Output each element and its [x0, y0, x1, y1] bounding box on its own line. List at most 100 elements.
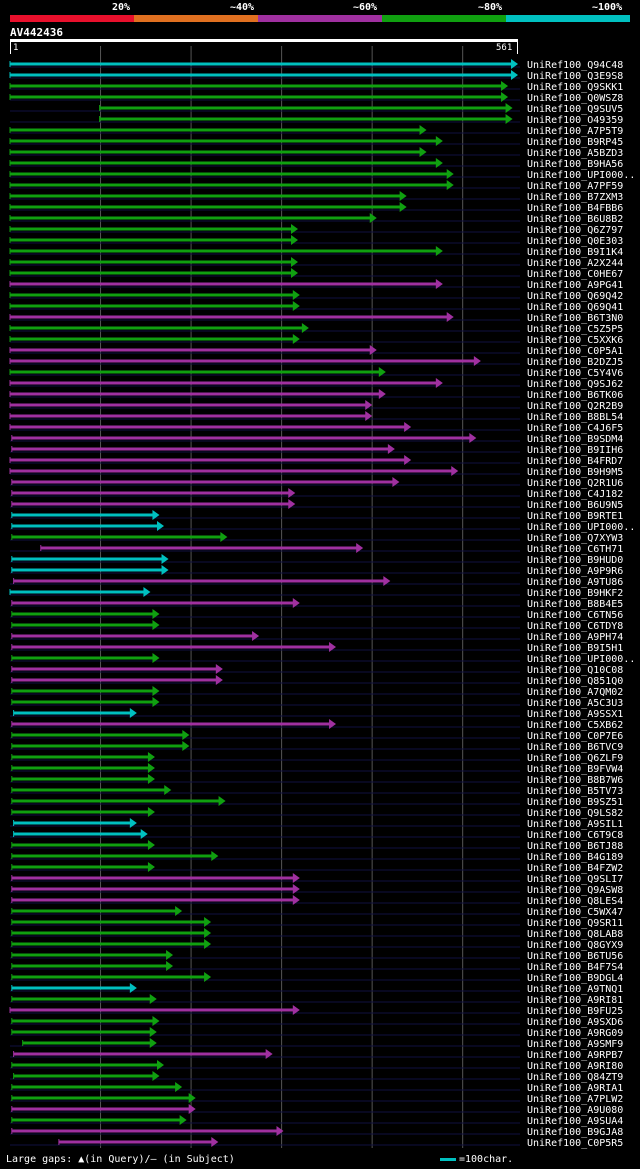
hit-row[interactable]: UniRef100_UPI000..: [10, 521, 635, 533]
hit-label[interactable]: UniRef100_B6T3N0: [527, 313, 623, 324]
hit-row[interactable]: UniRef100_B9HUD0: [10, 554, 623, 566]
hit-label[interactable]: UniRef100_B9DGL4: [527, 973, 623, 984]
hit-label[interactable]: UniRef100_B9GJA8: [527, 1127, 623, 1138]
hit-row[interactable]: UniRef100_A9RPB7: [10, 1049, 623, 1061]
hit-label[interactable]: UniRef100_B4FZW2: [527, 863, 623, 874]
hit-label[interactable]: UniRef100_B9RP45: [527, 137, 623, 148]
hit-label[interactable]: UniRef100_Q9SKK1: [527, 82, 623, 93]
hit-row[interactable]: UniRef100_A5BZD3: [9, 147, 623, 159]
hit-label[interactable]: UniRef100_Q9SLI7: [527, 874, 623, 885]
hit-label[interactable]: UniRef100_C6TH71: [527, 544, 623, 555]
hit-label[interactable]: UniRef100_Q8GYX9: [527, 940, 623, 951]
hit-row[interactable]: UniRef100_B9I1K4: [9, 246, 623, 258]
hit-row[interactable]: UniRef100_B6TJ88: [10, 840, 623, 852]
hit-label[interactable]: UniRef100_C0P5A1: [527, 346, 623, 357]
hit-label[interactable]: UniRef100_B6TK06: [527, 390, 623, 401]
hit-label[interactable]: UniRef100_Q0WSZ8: [527, 93, 623, 104]
hit-label[interactable]: UniRef100_Q6ZLF9: [527, 753, 623, 764]
hit-label[interactable]: UniRef100_Q84ZT9: [527, 1072, 623, 1083]
hit-row[interactable]: UniRef100_A9RG09: [10, 1027, 623, 1039]
hit-label[interactable]: UniRef100_A9PH74: [527, 632, 623, 643]
hit-label[interactable]: UniRef100_B9FU25: [527, 1006, 623, 1017]
hit-row[interactable]: UniRef100_A9PG41: [9, 279, 623, 291]
hit-row[interactable]: UniRef100_C6TDY8: [10, 620, 623, 632]
hit-label[interactable]: UniRef100_A9SXD6: [527, 1017, 623, 1028]
hit-label[interactable]: UniRef100_B9SZ51: [527, 797, 623, 808]
hit-row[interactable]: UniRef100_B9FVW4: [10, 763, 623, 775]
hit-label[interactable]: UniRef100_B6TU56: [527, 951, 623, 962]
hit-row[interactable]: UniRef100_B6TU56: [10, 950, 623, 962]
hit-row[interactable]: UniRef100_B9I5H1: [10, 642, 623, 654]
hit-label[interactable]: UniRef100_O49359: [527, 115, 623, 126]
hit-label[interactable]: UniRef100_B6U9N5: [527, 500, 623, 511]
hit-row[interactable]: UniRef100_Q9SJ62: [9, 378, 623, 390]
hit-label[interactable]: UniRef100_Q7XYW3: [527, 533, 623, 544]
hit-label[interactable]: UniRef100_UPI000..: [527, 170, 635, 181]
hit-label[interactable]: UniRef100_Q10C08: [527, 665, 623, 676]
hit-label[interactable]: UniRef100_Q6Z797: [527, 225, 623, 236]
hit-label[interactable]: UniRef100_Q3E9S8: [527, 71, 623, 82]
hit-label[interactable]: UniRef100_UPI000..: [527, 522, 635, 533]
hit-label[interactable]: UniRef100_A9RIA1: [527, 1083, 623, 1094]
hit-row[interactable]: UniRef100_Q94C48: [9, 59, 623, 71]
hit-row[interactable]: UniRef100_B9GJA8: [10, 1126, 623, 1138]
hit-label[interactable]: UniRef100_Q851Q0: [527, 676, 623, 687]
hit-label[interactable]: UniRef100_B9IIH6: [527, 445, 623, 456]
hit-label[interactable]: UniRef100_Q69Q41: [527, 302, 623, 313]
hit-label[interactable]: UniRef100_B9SDM4: [527, 434, 623, 445]
hit-row[interactable]: UniRef100_B4FRD7: [9, 455, 623, 467]
hit-row[interactable]: UniRef100_A9P9R6: [10, 565, 623, 577]
hit-label[interactable]: UniRef100_B9FVW4: [527, 764, 623, 775]
hit-row[interactable]: UniRef100_A9SMF9: [10, 1038, 623, 1050]
hit-label[interactable]: UniRef100_A9P9R6: [527, 566, 623, 577]
hit-row[interactable]: UniRef100_C6TH71: [10, 543, 623, 555]
hit-row[interactable]: UniRef100_A7P5T9: [9, 125, 623, 137]
hit-row[interactable]: UniRef100_Q9SKK1: [9, 81, 623, 93]
hit-row[interactable]: UniRef100_Q9ASW8: [10, 884, 623, 896]
hit-row[interactable]: UniRef100_B9SZ51: [10, 796, 623, 808]
hit-label[interactable]: UniRef100_C5Y4V6: [527, 368, 623, 379]
hit-row[interactable]: UniRef100_C4J6F5: [9, 422, 623, 434]
hit-row[interactable]: UniRef100_Q0WSZ8: [9, 92, 623, 104]
hit-label[interactable]: UniRef100_A9TNQ1: [527, 984, 623, 995]
hit-label[interactable]: UniRef100_B4G189: [527, 852, 623, 863]
hit-row[interactable]: UniRef100_A9PH74: [10, 631, 623, 643]
hit-row[interactable]: UniRef100_A9RI81: [10, 994, 623, 1006]
hit-row[interactable]: UniRef100_C6TN56: [10, 609, 623, 621]
hit-row[interactable]: UniRef100_Q9SUV5: [10, 103, 623, 115]
hit-label[interactable]: UniRef100_C5XXK6: [527, 335, 623, 346]
hit-row[interactable]: UniRef100_C5XB62: [10, 719, 623, 731]
hit-label[interactable]: UniRef100_A9SSX1: [527, 709, 623, 720]
hit-row[interactable]: UniRef100_A7PF59: [9, 180, 623, 192]
hit-row[interactable]: UniRef100_A9TU86: [10, 576, 623, 588]
hit-row[interactable]: UniRef100_B6T3N0: [9, 312, 623, 324]
hit-row[interactable]: UniRef100_C5WX47: [10, 906, 623, 918]
hit-row[interactable]: UniRef100_B8BL54: [9, 411, 623, 423]
hit-row[interactable]: UniRef100_Q9SR11: [10, 917, 623, 929]
hit-row[interactable]: UniRef100_A5C3U3: [10, 697, 623, 709]
hit-row[interactable]: UniRef100_B9HA56: [9, 158, 623, 170]
hit-label[interactable]: UniRef100_C5Z5P5: [527, 324, 623, 335]
hit-row[interactable]: UniRef100_Q8LAB8: [10, 928, 623, 940]
hit-row[interactable]: UniRef100_C0P5A1: [9, 345, 623, 357]
hit-row[interactable]: UniRef100_B6U9N5: [10, 499, 623, 511]
hit-label[interactable]: UniRef100_A9PG41: [527, 280, 623, 291]
hit-row[interactable]: UniRef100_Q69Q42: [9, 290, 623, 302]
hit-row[interactable]: UniRef100_C5Y4V6: [9, 367, 623, 379]
hit-label[interactable]: UniRef100_A9TU86: [527, 577, 623, 588]
hit-row[interactable]: UniRef100_Q0E303: [9, 235, 623, 247]
hit-row[interactable]: UniRef100_Q69Q41: [9, 301, 623, 313]
hit-row[interactable]: UniRef100_B9FU25: [9, 1005, 623, 1017]
hit-label[interactable]: UniRef100_B9H9M5: [527, 467, 623, 478]
hit-row[interactable]: UniRef100_B2DZJ5: [9, 356, 623, 368]
hit-row[interactable]: UniRef100_Q9LS82: [10, 807, 623, 819]
hit-label[interactable]: UniRef100_A5BZD3: [527, 148, 623, 159]
hit-row[interactable]: UniRef100_A9SXD6: [10, 1016, 623, 1028]
hit-label[interactable]: UniRef100_B9I5H1: [527, 643, 623, 654]
hit-label[interactable]: UniRef100_C0P7E6: [527, 731, 623, 742]
hit-row[interactable]: UniRef100_B9RP45: [9, 136, 623, 148]
hit-row[interactable]: UniRef100_Q10C08: [10, 664, 623, 676]
hit-row[interactable]: UniRef100_B6U8B2: [9, 213, 623, 225]
hit-label[interactable]: UniRef100_C0HE67: [527, 269, 623, 280]
hit-label[interactable]: UniRef100_B9I1K4: [527, 247, 623, 258]
